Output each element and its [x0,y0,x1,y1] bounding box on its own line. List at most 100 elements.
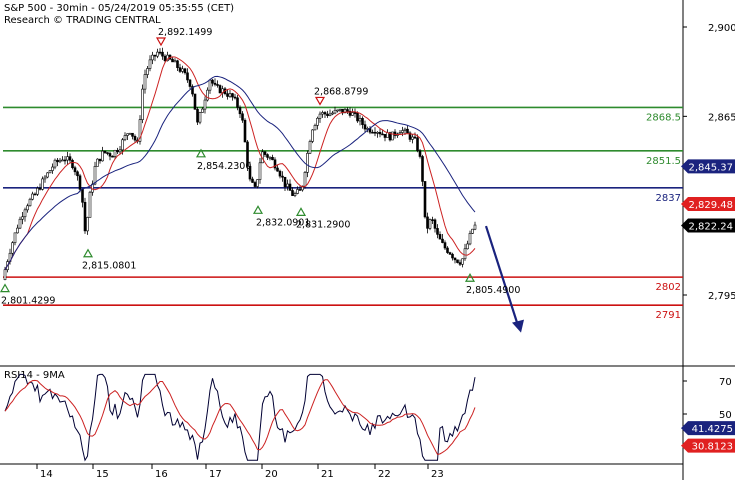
projection-arrow-line [484,225,520,326]
low-marker-icon [82,248,94,258]
candle-body [133,136,137,141]
time-tick-label: 20 [265,469,278,480]
candle-body [243,119,247,143]
candle-body [106,152,109,154]
candle-body [163,55,167,62]
candle-body [218,85,222,94]
rsi-value-tag-bg [681,421,735,436]
candle-body [286,183,289,187]
price-value-tag-bg [681,196,735,211]
rsi-line [4,373,476,462]
time-tick-label: 21 [321,469,334,480]
rsi-tick-label: 50 [719,410,732,421]
candle-body [398,132,402,135]
candle-body [466,243,469,250]
candle-body [301,185,304,191]
candle-body [446,247,449,253]
candle-body [438,234,442,240]
level-label: 2868.5 [646,112,681,123]
candle-body [53,159,57,168]
candle-body [28,198,32,207]
high-label: 2,892.1499 [158,27,212,38]
candle-body [143,74,147,90]
candle-body [61,159,64,162]
candle-body [321,112,324,115]
candle-body [203,99,207,110]
candle-body [31,193,34,200]
candle-body [158,51,162,54]
rsi-tick-label: 70 [719,377,732,388]
candle-body [116,150,119,153]
candle-body [326,113,329,116]
candle-body [413,136,417,139]
price-series [3,47,524,333]
price-tick-label: 2,865 [708,112,735,123]
candle-body [251,178,254,183]
candle-body [388,132,392,141]
candle-body [188,79,192,87]
candle-body [331,112,334,115]
candle-body [383,134,387,138]
candle-body [226,93,229,97]
price-value-tag-bg [681,218,735,233]
candle-body [236,97,239,108]
candle-body [228,93,232,97]
candle-body [433,219,437,229]
candle-body [36,187,39,195]
candle-body [73,167,77,173]
candle-body [238,107,242,115]
time-tick-label: 22 [378,469,391,480]
low-marker-icon [464,273,476,282]
candle-body [323,112,327,115]
candle-body [201,108,204,113]
candle-body [68,156,72,161]
time-tick-label: 23 [431,469,444,480]
candle-body [273,159,277,169]
low-label: 2,831.2900 [296,219,350,230]
candle-body [211,79,214,84]
low-marker-icon [252,205,264,214]
candle-body [3,269,7,280]
candle-body [208,79,212,91]
candle-body [146,68,149,75]
candle-body [426,216,429,229]
high-marker-icon [155,37,167,47]
price-tick-label: 2,900 [708,23,735,34]
candle-body [308,141,312,154]
candle-body [216,84,219,86]
candle-body [451,253,454,259]
candle-body [391,131,394,141]
candle-body [103,150,107,153]
candle-body [206,89,209,101]
candle-body [311,129,314,142]
candle-body [21,216,24,220]
candle-body [173,60,177,63]
rsi-panel: RSI14 - 9MA705030 [4,370,732,462]
candle-body [268,156,272,159]
candle-body [278,170,282,177]
candle-body [306,153,309,173]
candle-body [26,205,29,211]
candle-body [336,109,339,112]
rsi-ma-line [4,379,476,456]
candle-body [33,193,37,196]
candle-body [23,209,27,218]
candle-body [108,153,112,157]
candle-body [461,258,464,265]
candle-body [421,156,424,182]
candle-body [138,119,142,142]
candle-body [283,176,287,187]
candle-body [153,54,157,57]
candle-body [83,201,87,232]
candle-body [338,108,342,111]
level-label: 2837 [656,193,681,204]
candle-body [58,159,62,163]
candle-body [463,248,467,260]
candle-body [186,72,189,81]
candle-body [246,141,249,167]
high-marker-icon [314,96,326,106]
candle-body [56,159,59,163]
candle-body [141,88,144,120]
